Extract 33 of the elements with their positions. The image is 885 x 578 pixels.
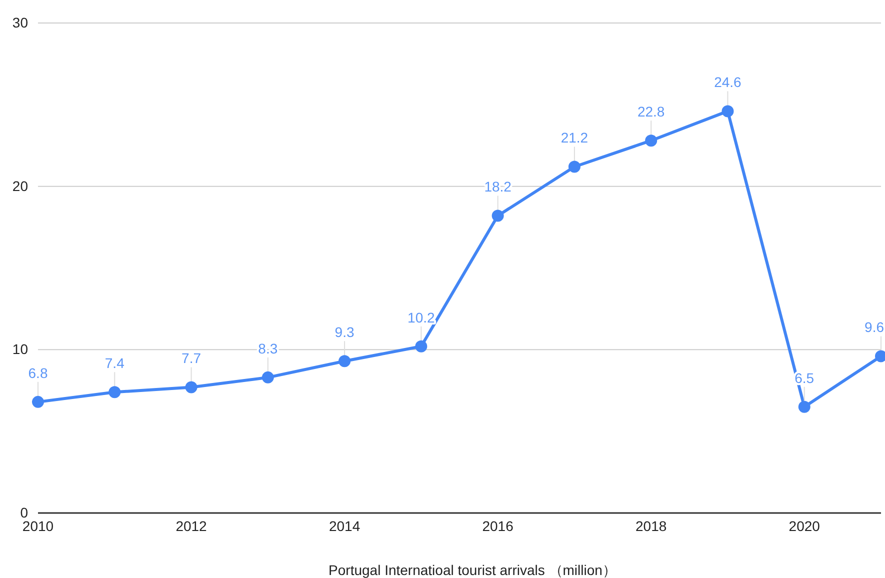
data-label: 22.8	[637, 104, 665, 120]
y-tick-label: 30	[12, 14, 28, 30]
x-tick-label: 2010	[22, 518, 54, 534]
point	[185, 381, 198, 394]
y-tick-label: 20	[12, 178, 28, 194]
data-label: 24.6	[714, 74, 742, 90]
data-label: 21.2	[560, 130, 588, 146]
x-tick-label: 2016	[482, 518, 514, 534]
point	[798, 400, 810, 413]
point	[108, 386, 121, 398]
point	[492, 210, 504, 222]
point	[722, 105, 734, 118]
point	[415, 340, 428, 352]
point	[32, 396, 44, 408]
data-label: 10.2	[408, 309, 436, 326]
x-axis-title: Portugal Internatioal tourist arrivals （million）	[328, 562, 616, 578]
y-tick-label: 10	[12, 341, 28, 358]
point	[338, 355, 351, 368]
data-label: 7.7	[182, 350, 202, 366]
x-tick-label: 2020	[788, 518, 820, 534]
y-tick-label: 0	[20, 504, 28, 520]
data-label: 9.6	[864, 319, 884, 336]
x-tick-label: 2012	[176, 518, 208, 534]
point	[645, 134, 658, 147]
data-label: 8.3	[258, 340, 278, 356]
data-label: 7.4	[104, 355, 125, 372]
data-label: 6.8	[28, 364, 48, 381]
data-label: 18.2	[484, 178, 512, 195]
point	[262, 371, 274, 384]
data-label: 9.3	[334, 324, 354, 340]
x-tick-label: 2014	[328, 518, 360, 534]
point	[568, 160, 580, 173]
x-tick-label: 2018	[636, 518, 667, 534]
